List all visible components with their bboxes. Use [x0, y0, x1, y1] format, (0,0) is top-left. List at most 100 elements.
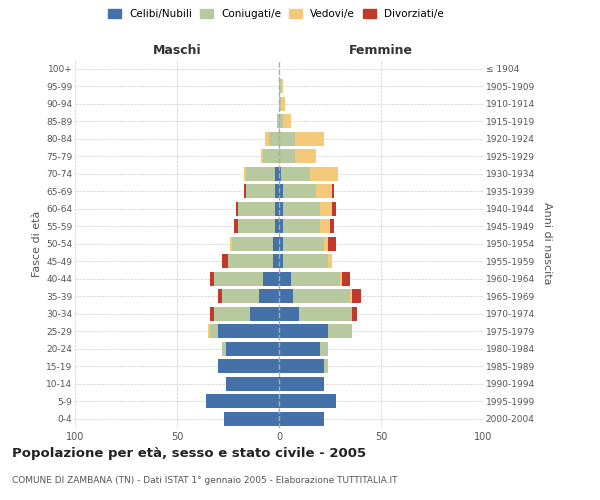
Bar: [206, 394, 279, 408]
Bar: [281, 167, 310, 180]
Bar: [299, 307, 352, 320]
Bar: [279, 342, 320, 355]
Bar: [340, 272, 342, 285]
Bar: [226, 342, 279, 355]
Bar: [275, 220, 279, 233]
Bar: [279, 132, 295, 145]
Bar: [279, 360, 324, 373]
Bar: [234, 220, 238, 233]
Bar: [330, 220, 334, 233]
Bar: [279, 97, 281, 110]
Bar: [279, 290, 293, 303]
Bar: [279, 202, 283, 215]
Bar: [238, 220, 275, 233]
Text: Maschi: Maschi: [152, 44, 202, 58]
Bar: [320, 220, 330, 233]
Bar: [259, 290, 279, 303]
Bar: [224, 412, 279, 426]
Bar: [247, 184, 275, 198]
Bar: [273, 237, 279, 250]
Bar: [295, 150, 316, 163]
Bar: [320, 202, 332, 215]
Bar: [279, 167, 281, 180]
Bar: [279, 114, 283, 128]
Bar: [275, 167, 279, 180]
Y-axis label: Anni di nascita: Anni di nascita: [542, 202, 551, 285]
Bar: [279, 324, 328, 338]
Bar: [275, 202, 279, 215]
Text: Popolazione per età, sesso e stato civile - 2005: Popolazione per età, sesso e stato civil…: [12, 448, 366, 460]
Bar: [218, 360, 279, 373]
Bar: [244, 167, 247, 180]
Bar: [222, 254, 228, 268]
Bar: [244, 184, 247, 198]
Bar: [279, 307, 299, 320]
Bar: [226, 377, 279, 390]
Bar: [214, 272, 263, 285]
Bar: [316, 184, 332, 198]
Bar: [269, 132, 279, 145]
Bar: [324, 237, 328, 250]
Bar: [279, 237, 283, 250]
Bar: [283, 254, 328, 268]
Bar: [238, 202, 275, 215]
Bar: [291, 272, 340, 285]
Bar: [209, 324, 218, 338]
Bar: [342, 272, 350, 285]
Bar: [310, 167, 338, 180]
Bar: [352, 290, 361, 303]
Bar: [260, 150, 263, 163]
Bar: [279, 150, 295, 163]
Bar: [222, 342, 226, 355]
Bar: [273, 254, 279, 268]
Bar: [279, 272, 291, 285]
Bar: [230, 237, 232, 250]
Bar: [279, 254, 283, 268]
Bar: [279, 394, 336, 408]
Bar: [295, 132, 324, 145]
Bar: [320, 342, 328, 355]
Bar: [232, 237, 273, 250]
Bar: [332, 184, 334, 198]
Bar: [328, 254, 332, 268]
Bar: [283, 202, 320, 215]
Bar: [263, 272, 279, 285]
Bar: [279, 377, 324, 390]
Bar: [265, 132, 269, 145]
Bar: [209, 272, 214, 285]
Bar: [275, 184, 279, 198]
Bar: [214, 307, 250, 320]
Bar: [283, 114, 291, 128]
Bar: [236, 202, 238, 215]
Bar: [332, 202, 336, 215]
Text: COMUNE DI ZAMBANA (TN) - Dati ISTAT 1° gennaio 2005 - Elaborazione TUTTITALIA.IT: COMUNE DI ZAMBANA (TN) - Dati ISTAT 1° g…: [12, 476, 398, 485]
Bar: [263, 150, 279, 163]
Bar: [352, 307, 356, 320]
Text: Femmine: Femmine: [349, 44, 413, 58]
Bar: [279, 184, 283, 198]
Bar: [247, 167, 275, 180]
Bar: [250, 307, 279, 320]
Bar: [209, 307, 214, 320]
Bar: [279, 80, 281, 93]
Bar: [222, 290, 259, 303]
Bar: [328, 324, 352, 338]
Bar: [277, 114, 279, 128]
Y-axis label: Fasce di età: Fasce di età: [32, 210, 42, 277]
Legend: Celibi/Nubili, Coniugati/e, Vedovi/e, Divorziati/e: Celibi/Nubili, Coniugati/e, Vedovi/e, Di…: [104, 5, 448, 24]
Bar: [218, 324, 279, 338]
Bar: [218, 290, 222, 303]
Bar: [324, 360, 328, 373]
Bar: [228, 254, 273, 268]
Bar: [283, 220, 320, 233]
Bar: [328, 237, 336, 250]
Bar: [283, 184, 316, 198]
Bar: [208, 324, 209, 338]
Bar: [281, 80, 283, 93]
Bar: [281, 97, 285, 110]
Bar: [279, 220, 283, 233]
Bar: [293, 290, 350, 303]
Bar: [350, 290, 352, 303]
Bar: [283, 237, 324, 250]
Bar: [279, 412, 324, 426]
